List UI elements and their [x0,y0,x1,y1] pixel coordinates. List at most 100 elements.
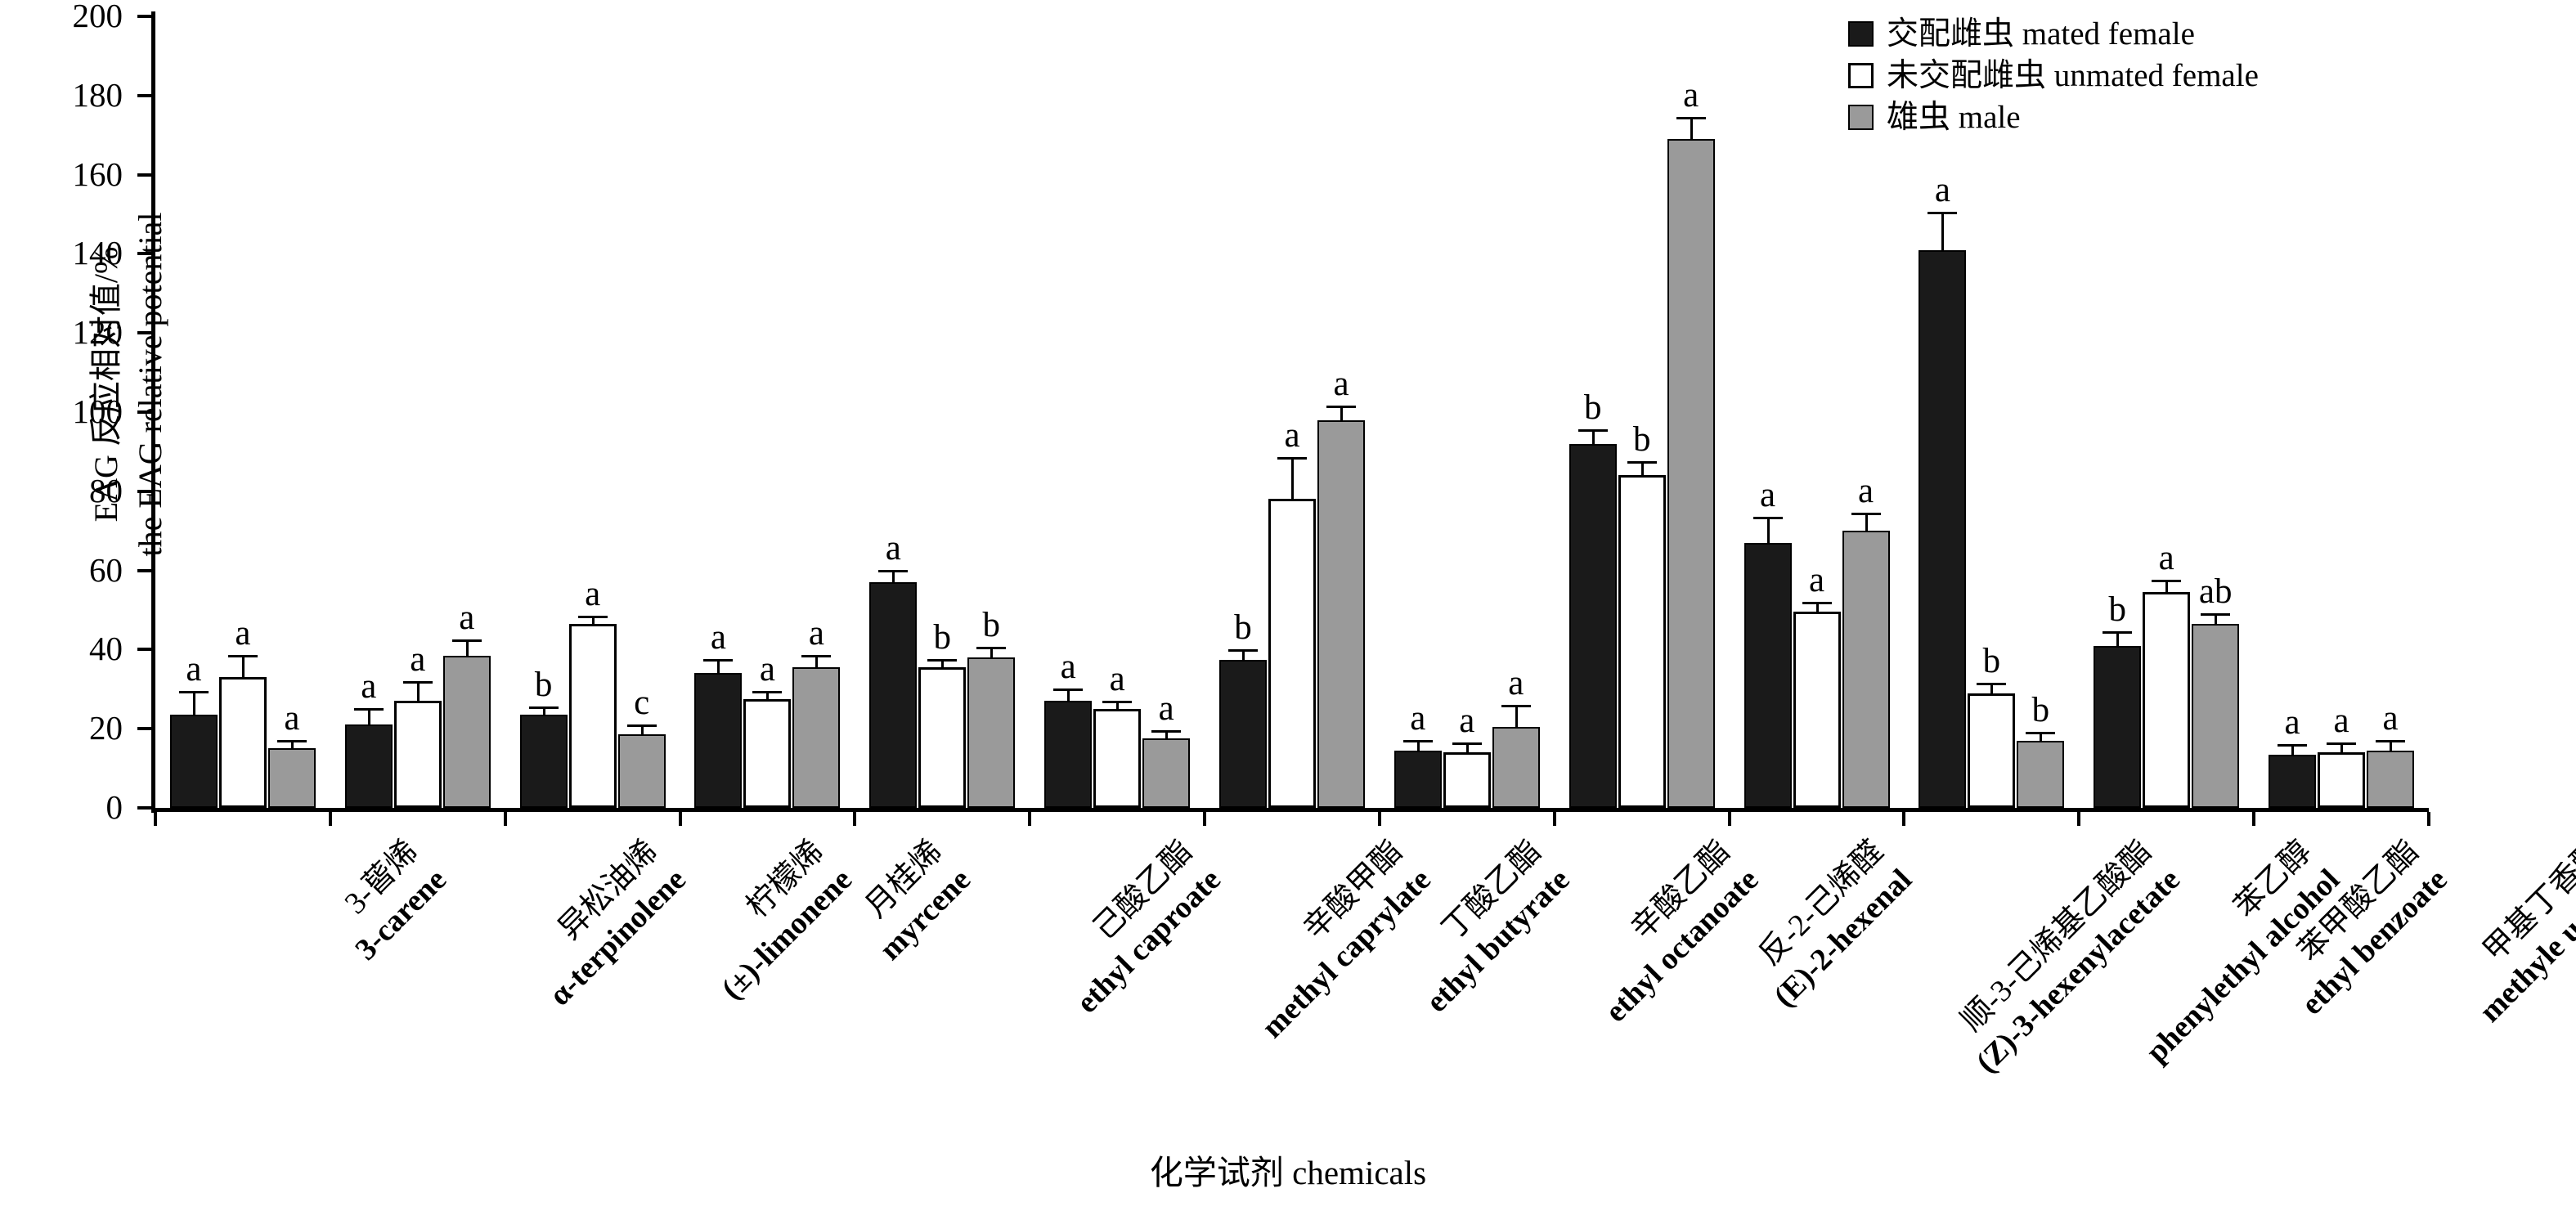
y-tick [137,806,151,810]
significance-letter: b [1234,608,1252,647]
bar-mated [1219,659,1267,808]
bar-mated [169,715,218,808]
significance-letter: a [1508,663,1524,702]
error-bar [1591,432,1595,444]
bar-male [1492,726,1540,808]
bar-male [1842,531,1890,808]
bar-mated [1393,750,1442,808]
bar-male [792,667,841,808]
y-tick [137,331,151,335]
bar-male [1667,139,1715,808]
significance-letter: a [284,699,300,738]
error-bar-cap [2026,732,2056,735]
legend-label: 雄虫 male [1887,99,2021,135]
error-bar-cap [276,740,307,743]
error-bar-cap [1402,740,1433,743]
error-bar-cap [1228,648,1258,652]
x-tick [853,812,857,826]
bar-mated [1744,542,1792,808]
error-bar-cap [577,615,608,618]
error-bar [1990,684,1994,693]
x-tick [2077,812,2081,826]
error-bar [2040,734,2043,741]
error-bar [815,657,819,668]
error-bar-cap [2327,742,2357,745]
error-bar [591,617,595,624]
significance-letter: a [186,649,202,688]
error-bar-cap [1326,406,1356,409]
x-category-label: 反-2-己烯醛 (E)-2-hexenal [1737,832,1921,1016]
bar-male [2017,740,2065,808]
error-bar [1416,742,1420,751]
y-tick [137,727,151,731]
y-tick [137,648,151,652]
bar-male [2367,750,2415,808]
error-bar-cap [703,658,734,662]
error-bar [1067,691,1070,702]
x-tick [1902,812,1906,826]
error-bar-cap [528,706,559,709]
x-category-label: 丁酸乙酯 ethyl butyrate [1389,832,1578,1021]
error-bar [465,641,469,656]
x-category-label: 辛酸甲酯 methyl caprylate [1225,832,1440,1047]
legend-swatch-mated [1848,20,1874,47]
error-bar [1815,603,1819,612]
significance-letter: b [933,617,952,657]
error-bar-cap [1752,516,1783,519]
error-bar-cap [2278,743,2308,747]
bar-male [2192,623,2240,808]
error-bar-cap [1851,512,1881,515]
significance-letter: a [410,639,426,679]
x-tick [1028,812,1032,826]
significance-letter: b [1632,419,1651,459]
significance-letter: a [1284,416,1300,455]
significance-letter: a [808,614,824,653]
error-bar [290,742,294,749]
bar-unmated [1268,499,1316,808]
error-bar [2390,742,2393,751]
y-tick [137,568,151,572]
error-bar-cap [227,655,258,658]
legend-item: 交配雌虫 mated female [1848,15,2259,52]
error-bar-cap [626,724,657,727]
error-bar-cap [353,708,384,711]
significance-letter: a [1410,699,1426,738]
bar-mated [519,715,568,808]
bar-unmated [1968,693,2016,808]
error-bar-cap [1977,682,2007,685]
error-bar [1291,460,1294,500]
x-category-label: 异松油烯 α-terpinolene [512,832,694,1015]
error-bar-cap [927,658,958,662]
x-category-label: 辛酸乙酯 ethyl octanoate [1568,832,1767,1031]
y-tick [137,173,151,177]
x-tick [678,812,682,826]
error-bar [766,693,770,699]
error-bar-cap [1802,601,1832,604]
x-category-label: 3-蒈烯 3-carene [319,832,456,969]
error-bar [542,709,545,715]
x-tick [1727,812,1731,826]
error-bar-cap [178,690,209,693]
x-tick [328,812,332,826]
error-bar [2116,634,2120,646]
significance-letter: a [1808,560,1825,599]
bar-male [1142,738,1191,808]
x-tick [154,812,157,826]
error-bar [892,572,895,583]
x-tick [1203,812,1207,826]
significance-letter: a [1060,648,1076,687]
bar-mated [1044,701,1093,808]
y-tick [137,489,151,493]
bar-unmated [568,623,617,808]
error-bar-cap [878,570,909,573]
bar-male [267,748,316,808]
significance-letter: a [2158,539,2174,578]
significance-letter: b [2031,691,2050,730]
bar-male [617,734,666,808]
